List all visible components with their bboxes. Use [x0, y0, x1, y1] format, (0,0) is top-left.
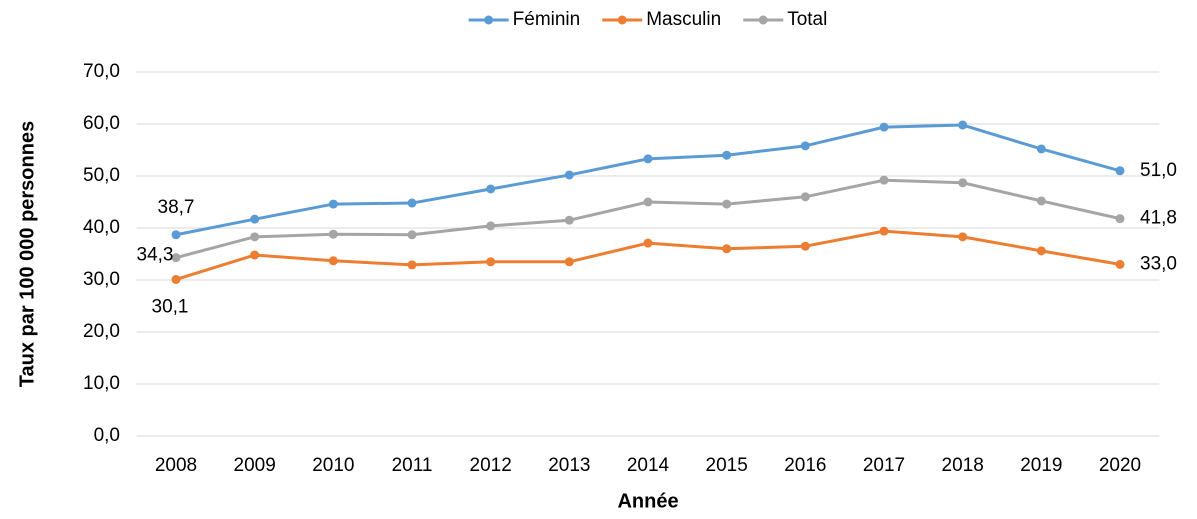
- data-point: [1036, 246, 1046, 256]
- data-point: [1036, 196, 1046, 206]
- data-point: [1115, 259, 1125, 269]
- data-point: [958, 178, 968, 188]
- series-line: [175, 229, 1121, 281]
- legend-marker: [484, 15, 494, 25]
- legend-label: Total: [787, 9, 827, 30]
- x-tick-label: 2011: [392, 455, 433, 476]
- data-point: [1115, 214, 1125, 224]
- x-tick-label: 2009: [234, 455, 276, 476]
- data-point: [250, 250, 260, 260]
- data-point: [486, 184, 496, 194]
- x-tick-label: 2008: [155, 455, 197, 476]
- x-tick-label: 2020: [1099, 455, 1141, 476]
- data-point: [407, 260, 417, 270]
- data-point: [722, 199, 732, 209]
- y-axis-title: Taux par 100 000 personnes: [16, 121, 38, 387]
- legend-marker: [617, 15, 627, 25]
- data-point: [328, 256, 338, 266]
- data-point: [171, 274, 181, 284]
- data-point: [171, 230, 181, 240]
- x-tick-label: 2012: [470, 455, 512, 476]
- data-point: [1036, 144, 1046, 154]
- data-point: [486, 221, 496, 231]
- data-point: [643, 154, 653, 164]
- data-point: [486, 257, 496, 267]
- data-point: [564, 257, 574, 267]
- y-tick-label: 50,0: [83, 165, 120, 186]
- data-label: 41,8: [1140, 208, 1177, 229]
- x-tick-label: 2014: [627, 455, 670, 476]
- data-label: 30,1: [152, 296, 189, 317]
- y-tick-label: 30,0: [83, 269, 120, 290]
- x-axis-title: Année: [617, 490, 678, 512]
- x-tick-label: 2016: [784, 455, 826, 476]
- data-label: 38,7: [158, 197, 195, 218]
- y-tick-label: 20,0: [83, 321, 120, 342]
- data-point: [722, 150, 732, 160]
- data-point: [958, 232, 968, 242]
- data-point: [879, 175, 889, 185]
- y-tick-label: 70,0: [83, 61, 120, 82]
- legend-label: Masculin: [646, 9, 721, 30]
- data-point: [564, 215, 574, 225]
- data-point: [800, 141, 810, 151]
- data-point: [250, 232, 260, 242]
- y-tick-label: 60,0: [83, 113, 120, 134]
- data-point: [171, 253, 181, 263]
- data-point: [328, 199, 338, 209]
- x-tick-label: 2017: [863, 455, 905, 476]
- data-point: [564, 170, 574, 180]
- data-point: [879, 122, 889, 132]
- x-tick-label: 2010: [312, 455, 354, 476]
- x-tick-label: 2018: [942, 455, 984, 476]
- legend-marker: [758, 15, 768, 25]
- data-point: [722, 244, 732, 254]
- data-point: [879, 226, 889, 236]
- data-point: [1115, 166, 1125, 176]
- data-label: 33,0: [1140, 253, 1177, 274]
- data-point: [643, 238, 653, 248]
- data-point: [407, 198, 417, 208]
- series-line: [175, 123, 1121, 237]
- y-tick-label: 0,0: [94, 425, 120, 446]
- x-tick-label: 2015: [706, 455, 748, 476]
- legend-label: Féminin: [513, 9, 581, 30]
- data-point: [958, 120, 968, 130]
- data-point: [250, 214, 260, 224]
- data-label: 51,0: [1140, 160, 1177, 181]
- x-tick-label: 2019: [1020, 455, 1062, 476]
- data-label: 34,3: [137, 245, 174, 266]
- data-point: [800, 241, 810, 251]
- data-point: [407, 230, 417, 240]
- y-tick-label: 10,0: [83, 373, 120, 394]
- y-tick-label: 40,0: [83, 217, 120, 238]
- data-point: [328, 229, 338, 239]
- data-point: [800, 192, 810, 202]
- data-point: [643, 197, 653, 207]
- x-tick-label: 2013: [548, 455, 590, 476]
